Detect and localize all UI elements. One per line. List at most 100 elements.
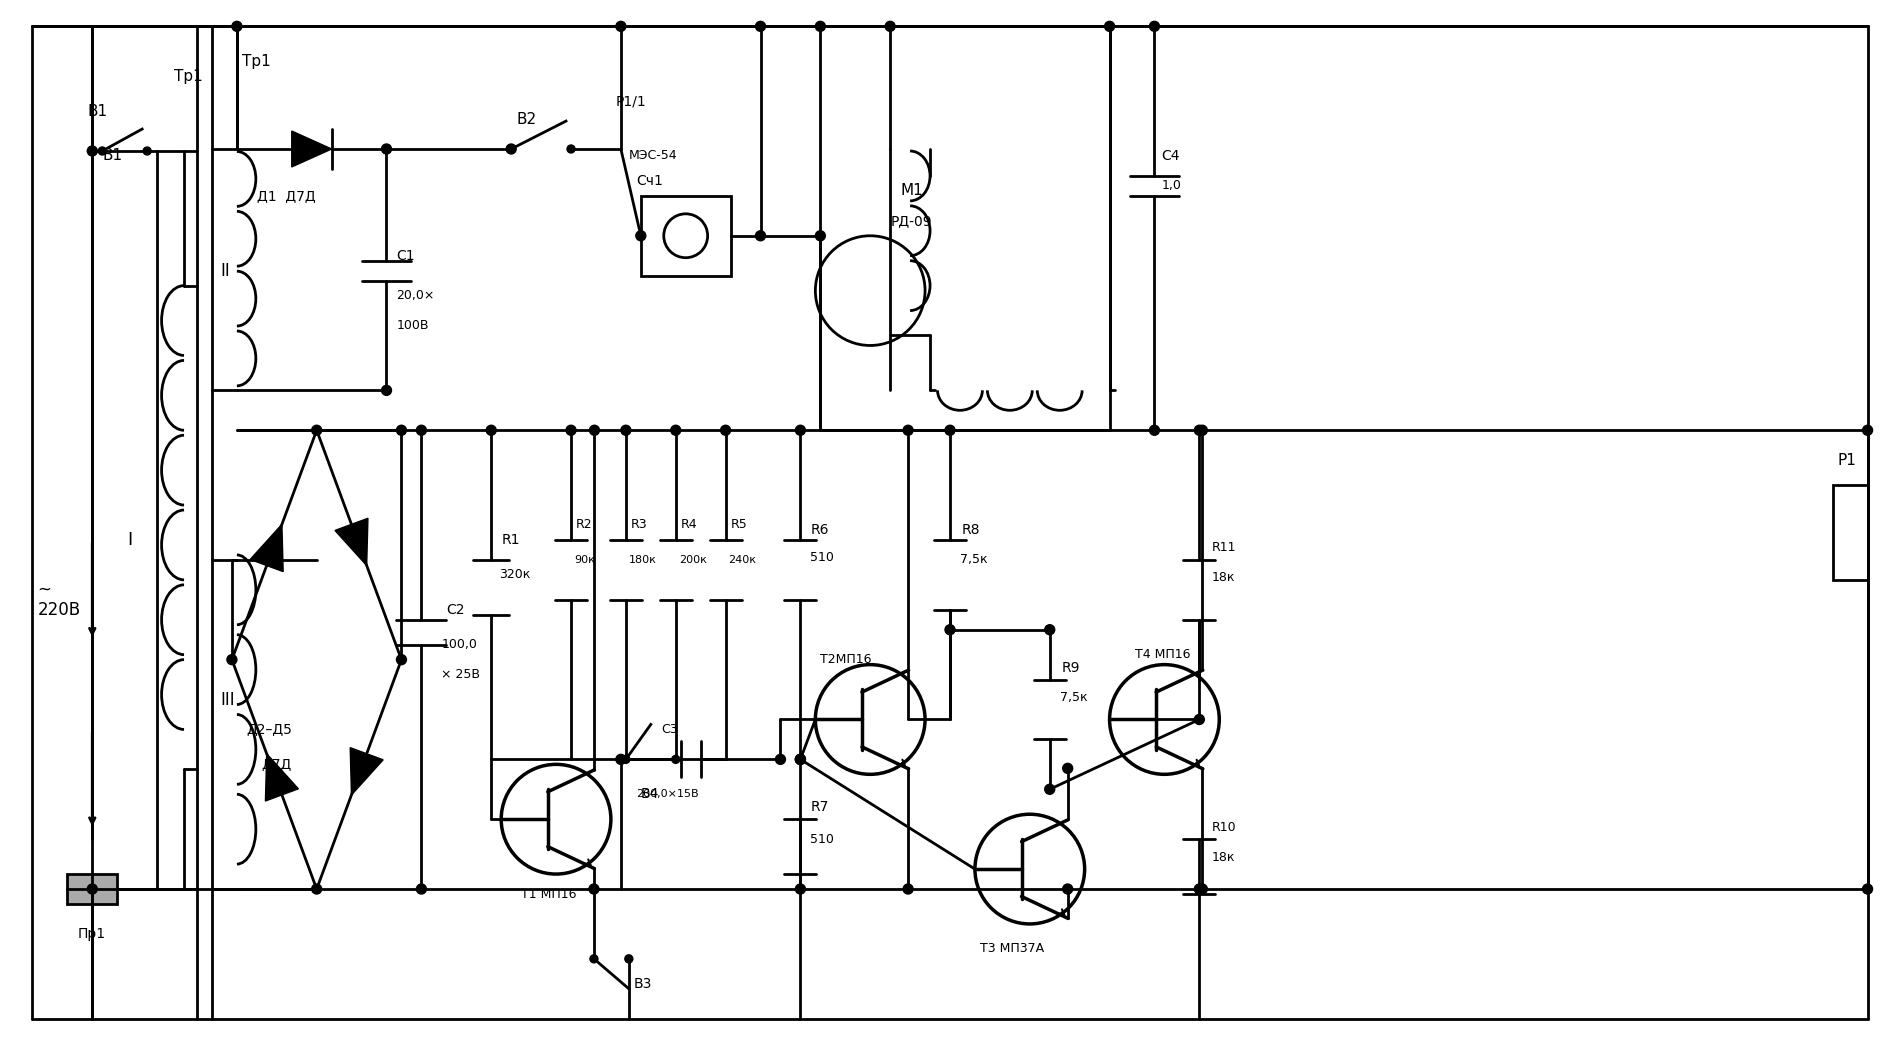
Text: 90к: 90к — [575, 554, 596, 565]
Text: R7: R7 — [810, 800, 829, 814]
Text: МЭС-54: МЭС-54 — [628, 150, 677, 162]
Circle shape — [311, 426, 322, 435]
Circle shape — [672, 755, 679, 764]
Circle shape — [565, 426, 577, 435]
Circle shape — [486, 426, 497, 435]
Circle shape — [945, 426, 954, 435]
Circle shape — [635, 231, 645, 241]
Circle shape — [1863, 426, 1872, 435]
Circle shape — [622, 755, 630, 764]
Text: Д1  Д7Д: Д1 Д7Д — [256, 189, 315, 203]
Circle shape — [142, 147, 152, 155]
Circle shape — [396, 426, 406, 435]
Text: 320к: 320к — [499, 568, 531, 582]
Text: 20,0×: 20,0× — [396, 289, 434, 302]
Circle shape — [228, 655, 237, 664]
Circle shape — [1197, 426, 1206, 435]
Text: С2: С2 — [446, 602, 465, 617]
Text: Т2МП16: Т2МП16 — [820, 653, 873, 666]
Circle shape — [1195, 426, 1205, 435]
Text: 200к: 200к — [679, 554, 706, 565]
Circle shape — [1195, 714, 1205, 725]
Text: В3: В3 — [634, 977, 653, 991]
Circle shape — [396, 655, 406, 664]
Circle shape — [1863, 884, 1872, 894]
Circle shape — [795, 754, 806, 765]
Text: Пр1: Пр1 — [78, 927, 106, 941]
Text: 1,0: 1,0 — [1161, 180, 1182, 192]
Circle shape — [620, 426, 632, 435]
Circle shape — [1062, 764, 1072, 773]
Circle shape — [417, 426, 427, 435]
Circle shape — [381, 144, 391, 154]
Text: 18к: 18к — [1212, 850, 1235, 864]
Text: × 25В: × 25В — [442, 668, 480, 681]
Text: 100,0: 100,0 — [442, 638, 478, 652]
Text: Д2–Д5: Д2–Д5 — [247, 723, 292, 736]
Circle shape — [1045, 784, 1055, 794]
Text: ~
220В: ~ 220В — [38, 581, 80, 619]
Circle shape — [945, 624, 954, 635]
Text: М1: М1 — [901, 183, 922, 199]
Text: II: II — [220, 262, 230, 279]
Circle shape — [617, 21, 626, 31]
Circle shape — [795, 884, 806, 894]
Circle shape — [795, 754, 806, 765]
Text: R9: R9 — [1062, 661, 1079, 675]
Text: С4: С4 — [1161, 149, 1180, 163]
Circle shape — [903, 426, 912, 435]
Text: R5: R5 — [730, 519, 747, 531]
Text: III: III — [220, 690, 235, 708]
Text: I: I — [127, 531, 133, 549]
Polygon shape — [351, 748, 383, 795]
Text: R8: R8 — [962, 523, 981, 537]
Text: В1: В1 — [87, 104, 108, 118]
Circle shape — [87, 884, 97, 894]
Circle shape — [816, 21, 825, 31]
Text: Т1 МП16: Т1 МП16 — [522, 887, 577, 901]
Circle shape — [776, 754, 785, 765]
Circle shape — [755, 231, 766, 241]
Text: 100В: 100В — [396, 319, 429, 332]
Text: R3: R3 — [632, 519, 647, 531]
Text: R2: R2 — [577, 519, 592, 531]
Text: 200,0×15В: 200,0×15В — [635, 790, 698, 799]
Circle shape — [99, 147, 106, 155]
Circle shape — [87, 146, 97, 156]
Bar — [1833, 485, 1867, 579]
Polygon shape — [266, 754, 298, 801]
Circle shape — [588, 884, 599, 894]
Circle shape — [506, 145, 516, 153]
Text: С3: С3 — [660, 723, 677, 736]
Circle shape — [1062, 884, 1072, 894]
Text: Т3 МП37А: Т3 МП37А — [981, 942, 1043, 955]
Text: В1: В1 — [102, 149, 123, 163]
Circle shape — [381, 385, 391, 395]
Circle shape — [816, 231, 825, 241]
Circle shape — [795, 754, 806, 765]
Text: R6: R6 — [810, 523, 829, 537]
Circle shape — [795, 426, 806, 435]
Text: 180к: 180к — [628, 554, 656, 565]
Circle shape — [417, 884, 427, 894]
Circle shape — [617, 754, 626, 765]
Circle shape — [1045, 624, 1055, 635]
Bar — [641, 196, 730, 276]
Text: R10: R10 — [1212, 821, 1237, 834]
Text: 7,5к: 7,5к — [960, 553, 988, 566]
Polygon shape — [292, 131, 332, 167]
Text: 510: 510 — [810, 551, 835, 565]
Text: 510: 510 — [810, 833, 835, 845]
Text: Т4 МП16: Т4 МП16 — [1134, 649, 1189, 661]
Circle shape — [903, 884, 912, 894]
Text: В2: В2 — [516, 112, 537, 127]
Text: R4: R4 — [681, 519, 698, 531]
Circle shape — [624, 955, 634, 962]
Text: Д7Д: Д7Д — [262, 757, 292, 771]
Circle shape — [231, 21, 243, 31]
Polygon shape — [250, 524, 283, 571]
Text: Сч1: Сч1 — [635, 174, 662, 188]
Circle shape — [590, 426, 599, 435]
Circle shape — [590, 955, 598, 962]
Text: R1: R1 — [501, 533, 520, 547]
